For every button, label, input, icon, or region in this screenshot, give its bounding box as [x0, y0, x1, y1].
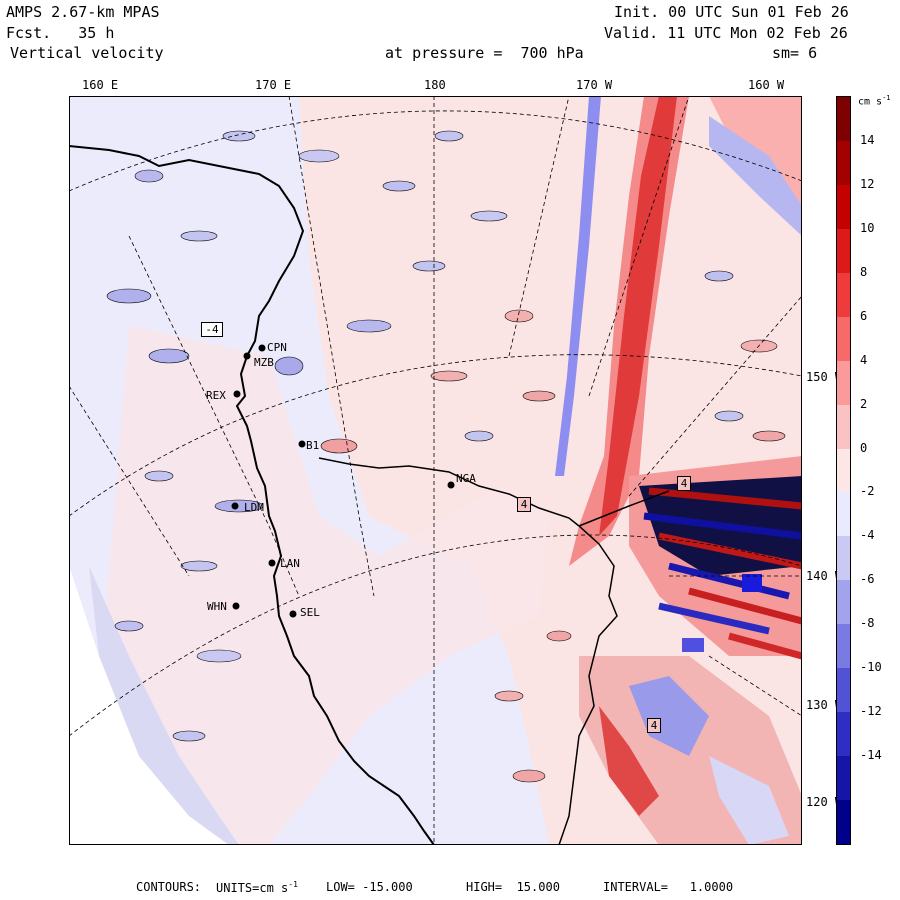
contour-label-box: -4 — [201, 322, 223, 337]
colorbar-label: 2 — [860, 396, 868, 411]
downdraft-se-1 — [629, 676, 709, 756]
colorbar-label: -8 — [860, 616, 875, 631]
colorbar-segment — [837, 228, 850, 274]
graticule — [69, 96, 802, 845]
valid-time: Valid. 11 UTC Mon 02 Feb 26 — [604, 24, 848, 42]
colorbar-label: 8 — [860, 264, 868, 279]
downdraft-ne — [709, 116, 802, 236]
station-mzb: MZB — [254, 356, 274, 369]
footer-units-text: UNITS=cm s — [216, 881, 289, 895]
colorbar-segment — [837, 360, 850, 406]
colorbar-segment — [837, 184, 850, 230]
footer-high: HIGH= 15.000 — [466, 880, 560, 894]
station-markers — [231, 344, 455, 618]
contour-label-box: 4 — [647, 718, 661, 733]
colorbar-unit-exp: -1 — [882, 94, 891, 102]
colorbar — [836, 96, 851, 845]
forecast-label-text: Fcst. — [6, 24, 52, 42]
coastline — [69, 145, 435, 845]
colorbar-label: -10 — [860, 660, 882, 675]
lon-tick-170e: 170 E — [255, 78, 292, 92]
station-sel: SEL — [300, 606, 320, 619]
colorbar-label: -12 — [860, 704, 882, 719]
footer-units: UNITS=cm s-1 — [216, 880, 298, 895]
colorbar-segment — [837, 580, 850, 625]
vertical-velocity-map — [69, 96, 802, 845]
smoothing: sm= 6 — [772, 44, 818, 62]
forecast-label: Fcst. 35 h — [6, 25, 114, 41]
colorbar-label: -4 — [860, 528, 875, 543]
colorbar-segment — [837, 712, 850, 757]
model-title: AMPS 2.67-km MPAS — [6, 3, 160, 21]
station-lan: LAN — [280, 557, 300, 570]
station-nga: NGA — [456, 472, 476, 485]
map-frame — [69, 96, 802, 845]
strong-downdraft-cell — [742, 574, 762, 592]
lon-tick-180: 180 — [424, 78, 446, 92]
colorbar-segment — [837, 272, 850, 318]
colorbar-segment — [837, 97, 850, 142]
colorbar-segment — [837, 536, 850, 581]
colorbar-label: 12 — [860, 176, 875, 191]
colorbar-unit-text: cm s — [858, 96, 883, 108]
field-name: Vertical velocity — [10, 44, 164, 62]
station-ldm: LDM — [244, 501, 264, 514]
edge-band — [89, 566, 239, 845]
station-rex: REX — [206, 389, 226, 402]
pressure-level: at pressure = 700 hPa — [385, 44, 584, 62]
colorbar-label: 14 — [860, 132, 875, 147]
colorbar-segment — [837, 448, 850, 493]
downdraft-cell — [682, 638, 704, 652]
downdraft-se-2 — [709, 756, 789, 845]
footer-low: LOW= -15.000 — [326, 880, 413, 894]
footer-interval: INTERVAL= 1.0000 — [603, 880, 734, 894]
colorbar-label: -14 — [860, 748, 882, 763]
footer-units-exp: -1 — [288, 880, 298, 889]
lon-tick-160e: 160 E — [82, 78, 119, 92]
colorbar-label: 4 — [860, 352, 868, 367]
colorbar-segment — [837, 756, 850, 801]
colorbar-label: -2 — [860, 484, 875, 499]
forecast-hours: 35 h — [78, 24, 115, 42]
station-whn: WHN — [207, 600, 227, 613]
colorbar-label: -6 — [860, 572, 875, 587]
contour-label-box: 4 — [517, 497, 531, 512]
downdraft-streak — [555, 96, 601, 476]
init-time: Init. 00 UTC Sun 01 Feb 26 — [614, 3, 849, 21]
colorbar-segment — [837, 492, 850, 537]
colorbar-label: 6 — [860, 308, 868, 323]
station-cpn: CPN — [267, 341, 287, 354]
ice-shelf-front — [318, 457, 618, 845]
colorbar-segment — [837, 624, 850, 669]
colorbar-segment — [837, 668, 850, 713]
colorbar-segment — [837, 404, 850, 450]
colorbar-segment — [837, 800, 850, 845]
ice-shelf-front-2 — [578, 490, 670, 527]
contour-label-box: 4 — [677, 476, 691, 491]
colorbar-label: 10 — [860, 220, 875, 235]
updraft-core — [599, 96, 677, 536]
speckle-cells — [106, 130, 786, 783]
station-b1: B1 — [306, 439, 320, 452]
lon-tick-160w: 160 W — [748, 78, 785, 92]
updraft-se — [599, 706, 659, 816]
lon-tick-170w: 170 W — [576, 78, 613, 92]
colorbar-segment — [837, 140, 850, 186]
positive-region-shelf — [99, 326, 549, 845]
no-data-region — [69, 566, 229, 845]
colorbar-unit: cm s-1 — [858, 94, 891, 107]
footer-contours: CONTOURS: — [136, 880, 202, 894]
colorbar-label: 0 — [860, 440, 868, 455]
colorbar-segment — [837, 316, 850, 362]
